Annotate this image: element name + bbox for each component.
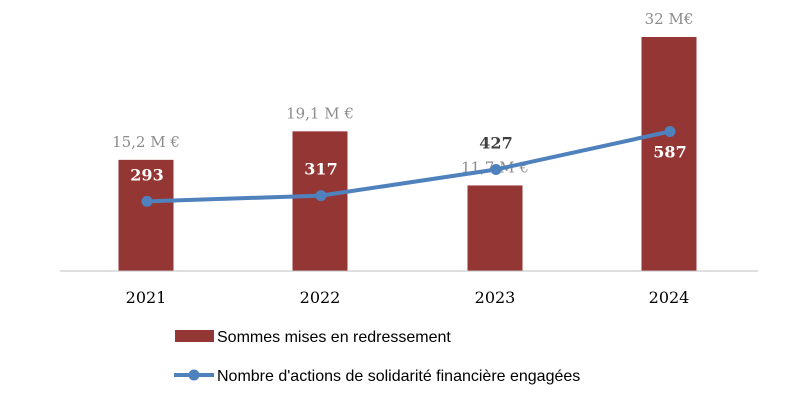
bar-data-label: 32 M€ xyxy=(645,10,694,28)
bar-data-labels: 15,2 M €19,1 M €11,7 M €32 M€ xyxy=(112,10,693,176)
legend-line-label: Nombre d'actions de solidarité financièr… xyxy=(217,368,580,385)
legend-bar-label: Sommes mises en redressement xyxy=(217,329,451,346)
line-point xyxy=(141,195,153,207)
bar-series xyxy=(118,37,697,271)
line-data-label: 427 xyxy=(479,133,512,152)
line-point xyxy=(664,125,676,137)
line-data-label: 587 xyxy=(653,142,686,161)
x-tick-labels: 2021 2022 2023 2024 xyxy=(126,288,690,307)
line-points xyxy=(141,125,676,207)
bar xyxy=(641,37,697,271)
legend-line-marker xyxy=(188,369,200,381)
legend: Sommes mises en redressement Nombre d'ac… xyxy=(174,329,580,385)
bar xyxy=(467,185,523,271)
bar xyxy=(292,131,348,271)
bar-data-label: 15,2 M € xyxy=(112,133,180,151)
line-point xyxy=(315,190,327,202)
line-point xyxy=(490,163,502,175)
bar xyxy=(118,159,174,271)
x-tick-label: 2024 xyxy=(649,288,690,307)
x-tick-label: 2022 xyxy=(300,288,341,307)
line-series xyxy=(146,129,671,204)
line-data-labels: 293 317 427 587 xyxy=(130,133,686,184)
legend-bar-swatch xyxy=(175,330,214,342)
x-tick-label: 2023 xyxy=(475,288,516,307)
line-data-label: 317 xyxy=(304,160,337,179)
bar-data-label: 19,1 M € xyxy=(286,104,354,122)
x-tick-label: 2021 xyxy=(126,288,167,307)
line-data-label: 293 xyxy=(130,165,163,184)
